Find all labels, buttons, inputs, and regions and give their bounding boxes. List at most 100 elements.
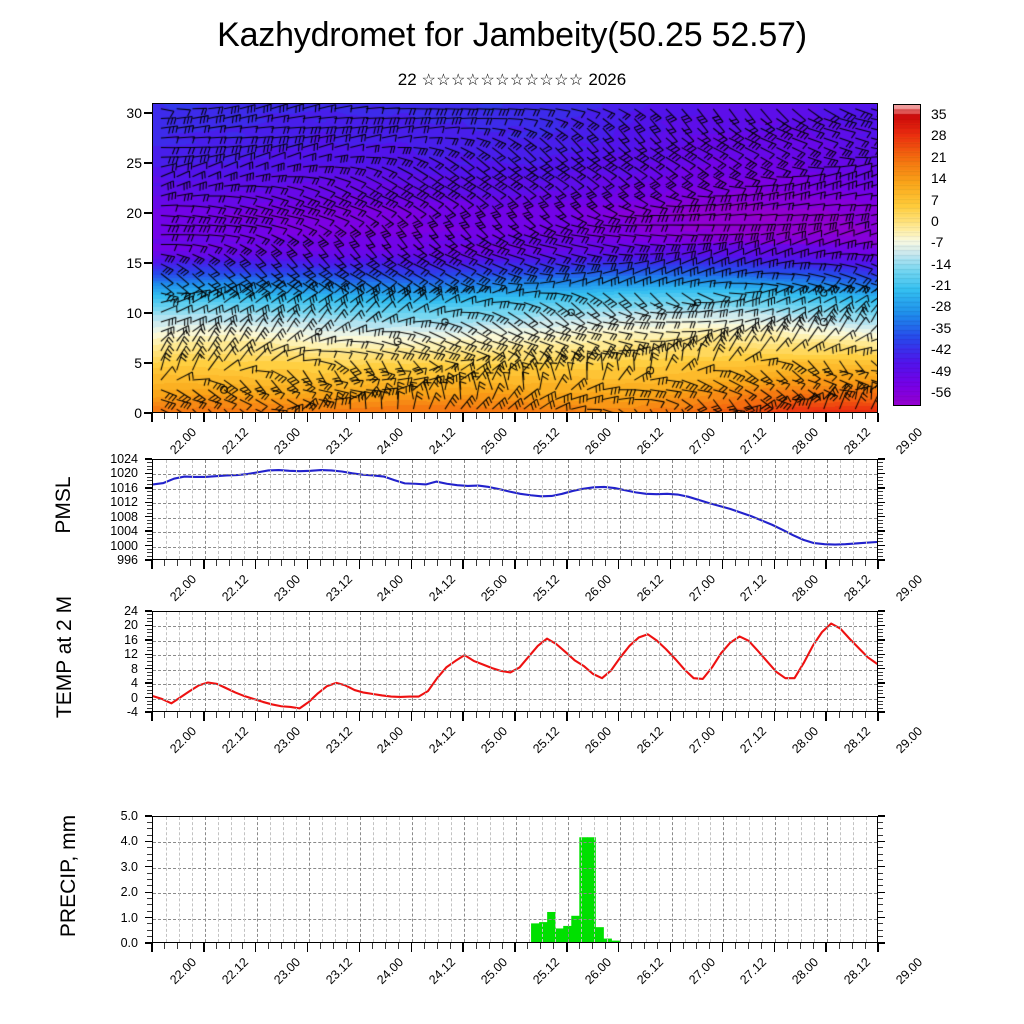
temp-y-label: 12 xyxy=(124,647,138,662)
v-gridline xyxy=(516,817,517,942)
v-gridline xyxy=(645,460,647,559)
y-tick-minor xyxy=(147,519,152,521)
x-tick-label: 24.12 xyxy=(426,425,459,458)
y-tick-minor-right xyxy=(878,693,883,695)
v-gridline xyxy=(230,460,232,559)
x-tick-minor xyxy=(644,712,646,718)
v-gridline xyxy=(399,460,401,559)
v-gridline xyxy=(580,817,582,942)
v-gridline xyxy=(360,817,362,942)
y-tick-major-right xyxy=(878,942,885,944)
x-tick-major xyxy=(255,712,257,721)
x-tick-minor xyxy=(579,943,581,949)
x-tick-minor xyxy=(216,712,218,718)
y-tick-minor-right xyxy=(878,505,883,507)
x-tick-minor xyxy=(747,413,749,419)
v-gridline xyxy=(840,460,842,559)
x-tick-minor xyxy=(864,560,866,566)
temp-y-label: 8 xyxy=(131,661,138,676)
x-tick-label: 24.00 xyxy=(374,724,407,757)
x-tick-label: 27.12 xyxy=(737,572,770,605)
y-tick-minor-right xyxy=(878,469,883,471)
y-tick-minor-right xyxy=(878,671,883,673)
x-tick-label: 22.12 xyxy=(219,425,252,458)
x-tick-major xyxy=(514,943,516,952)
x-tick-minor xyxy=(851,712,853,718)
x-tick-minor xyxy=(449,560,451,566)
x-tick-minor xyxy=(786,943,788,949)
v-gridline xyxy=(477,460,479,559)
x-tick-label: 28.12 xyxy=(841,955,874,988)
colorbar-tick-7: 7 xyxy=(931,191,939,208)
cross-section-panel: 0 5 10 15 20 25 30 22.00 22.12 23.00 23.12 24.00 24… xyxy=(126,103,925,457)
x-tick-major xyxy=(721,413,724,422)
v-gridline xyxy=(425,612,427,711)
x-tick-label: 23.00 xyxy=(270,572,303,605)
x-tick-label: 26.12 xyxy=(633,955,666,988)
y-tick-minor-right xyxy=(878,898,883,900)
y-tick-minor-right xyxy=(878,490,883,492)
x-tick-minor xyxy=(799,943,801,949)
v-gridline xyxy=(360,612,362,711)
v-gridline xyxy=(866,460,868,559)
x-tick-minor xyxy=(553,560,555,566)
v-gridline xyxy=(541,460,543,559)
x-tick-major xyxy=(877,413,879,422)
x-tick-minor xyxy=(281,413,283,419)
y-tick-minor-right xyxy=(878,476,883,478)
y-tick-minor xyxy=(147,541,152,543)
v-gridline xyxy=(438,817,440,942)
v-gridline xyxy=(567,612,569,711)
x-tick-label: 23.00 xyxy=(270,425,303,458)
x-tick-major xyxy=(410,560,412,569)
x-tick-minor xyxy=(851,943,853,949)
y-tick-minor xyxy=(147,704,152,706)
v-gridline xyxy=(840,612,842,711)
x-tick-minor xyxy=(345,943,347,949)
x-tick-minor xyxy=(294,943,296,949)
v-gridline xyxy=(541,817,543,942)
v-gridline xyxy=(554,612,556,711)
x-tick-major xyxy=(255,560,257,569)
v-gridline xyxy=(412,460,414,559)
x-tick-minor xyxy=(475,943,477,949)
temperature-colorbar: 35 28 21 14 7 0 -7 -14 -21 -28 -35 -42 -49 -56 xyxy=(893,104,951,406)
y-tick-minor xyxy=(147,910,152,912)
v-gridline xyxy=(853,460,855,559)
x-tick-label: 26.00 xyxy=(582,955,615,988)
x-tick-label: 24.12 xyxy=(426,955,459,988)
y-tick-minor xyxy=(147,650,152,652)
colorbar-tick-neg35: -35 xyxy=(931,319,952,336)
h-gridline xyxy=(153,488,877,490)
y-tick-minor xyxy=(147,661,152,662)
x-tick-minor xyxy=(592,712,594,718)
y-tick-minor xyxy=(147,509,152,510)
pmsl-axis-label: PMSL xyxy=(52,476,75,534)
x-tick-minor xyxy=(229,943,231,949)
h-gridline xyxy=(153,626,877,628)
x-tick-minor xyxy=(294,712,296,718)
y-tick-major xyxy=(145,711,152,713)
v-gridline xyxy=(347,817,349,942)
x-tick-label: 24.12 xyxy=(426,724,459,757)
x-tick-label: 26.00 xyxy=(582,724,615,757)
y-tick-minor xyxy=(147,628,152,630)
x-tick-minor xyxy=(268,943,270,949)
x-tick-label: 22.00 xyxy=(167,955,200,988)
x-tick-minor xyxy=(734,943,736,949)
v-gridline xyxy=(451,817,453,942)
x-tick-minor xyxy=(708,413,710,419)
v-gridline xyxy=(178,817,180,942)
y-tick-minor xyxy=(147,527,152,529)
precip-y-label: 5.0 xyxy=(120,809,138,823)
x-tick-label: 27.12 xyxy=(737,724,770,757)
x-tick-minor xyxy=(812,560,814,566)
y-tick-minor-right xyxy=(878,872,883,874)
x-tick-minor xyxy=(345,712,347,718)
pmsl-y-label: 1008 xyxy=(110,509,138,524)
v-gridline xyxy=(736,612,738,711)
y-tick-major-right xyxy=(878,559,885,561)
x-tick-minor xyxy=(371,413,373,419)
y-tick-major xyxy=(145,639,152,641)
v-gridline xyxy=(451,460,453,559)
